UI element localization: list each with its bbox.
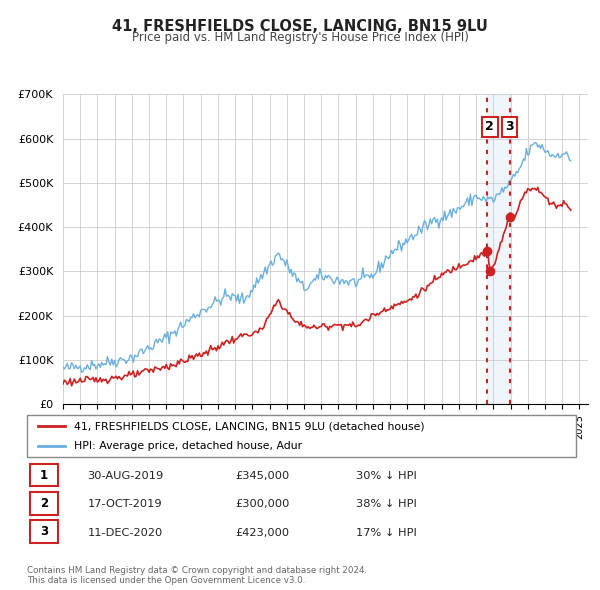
FancyBboxPatch shape <box>27 415 576 457</box>
Text: 3: 3 <box>505 120 514 133</box>
Text: 17-OCT-2019: 17-OCT-2019 <box>88 499 162 509</box>
Text: 17% ↓ HPI: 17% ↓ HPI <box>356 527 417 537</box>
Text: £423,000: £423,000 <box>236 527 290 537</box>
Text: 38% ↓ HPI: 38% ↓ HPI <box>356 499 417 509</box>
Text: Price paid vs. HM Land Registry's House Price Index (HPI): Price paid vs. HM Land Registry's House … <box>131 31 469 44</box>
Text: 41, FRESHFIELDS CLOSE, LANCING, BN15 9LU: 41, FRESHFIELDS CLOSE, LANCING, BN15 9LU <box>112 19 488 34</box>
Text: £300,000: £300,000 <box>236 499 290 509</box>
Text: 11-DEC-2020: 11-DEC-2020 <box>88 527 163 537</box>
Text: HPI: Average price, detached house, Adur: HPI: Average price, detached house, Adur <box>74 441 302 451</box>
FancyBboxPatch shape <box>30 492 58 514</box>
Text: 30-AUG-2019: 30-AUG-2019 <box>88 471 164 481</box>
Text: 1: 1 <box>40 468 48 481</box>
Text: 30% ↓ HPI: 30% ↓ HPI <box>356 471 417 481</box>
Text: Contains HM Land Registry data © Crown copyright and database right 2024.
This d: Contains HM Land Registry data © Crown c… <box>27 566 367 585</box>
Text: 41, FRESHFIELDS CLOSE, LANCING, BN15 9LU (detached house): 41, FRESHFIELDS CLOSE, LANCING, BN15 9LU… <box>74 421 424 431</box>
Text: 2: 2 <box>485 120 494 133</box>
Text: 2: 2 <box>40 497 48 510</box>
Text: £345,000: £345,000 <box>236 471 290 481</box>
Bar <box>487 94 509 404</box>
FancyBboxPatch shape <box>30 520 58 543</box>
FancyBboxPatch shape <box>30 464 58 486</box>
Text: 3: 3 <box>40 525 48 538</box>
